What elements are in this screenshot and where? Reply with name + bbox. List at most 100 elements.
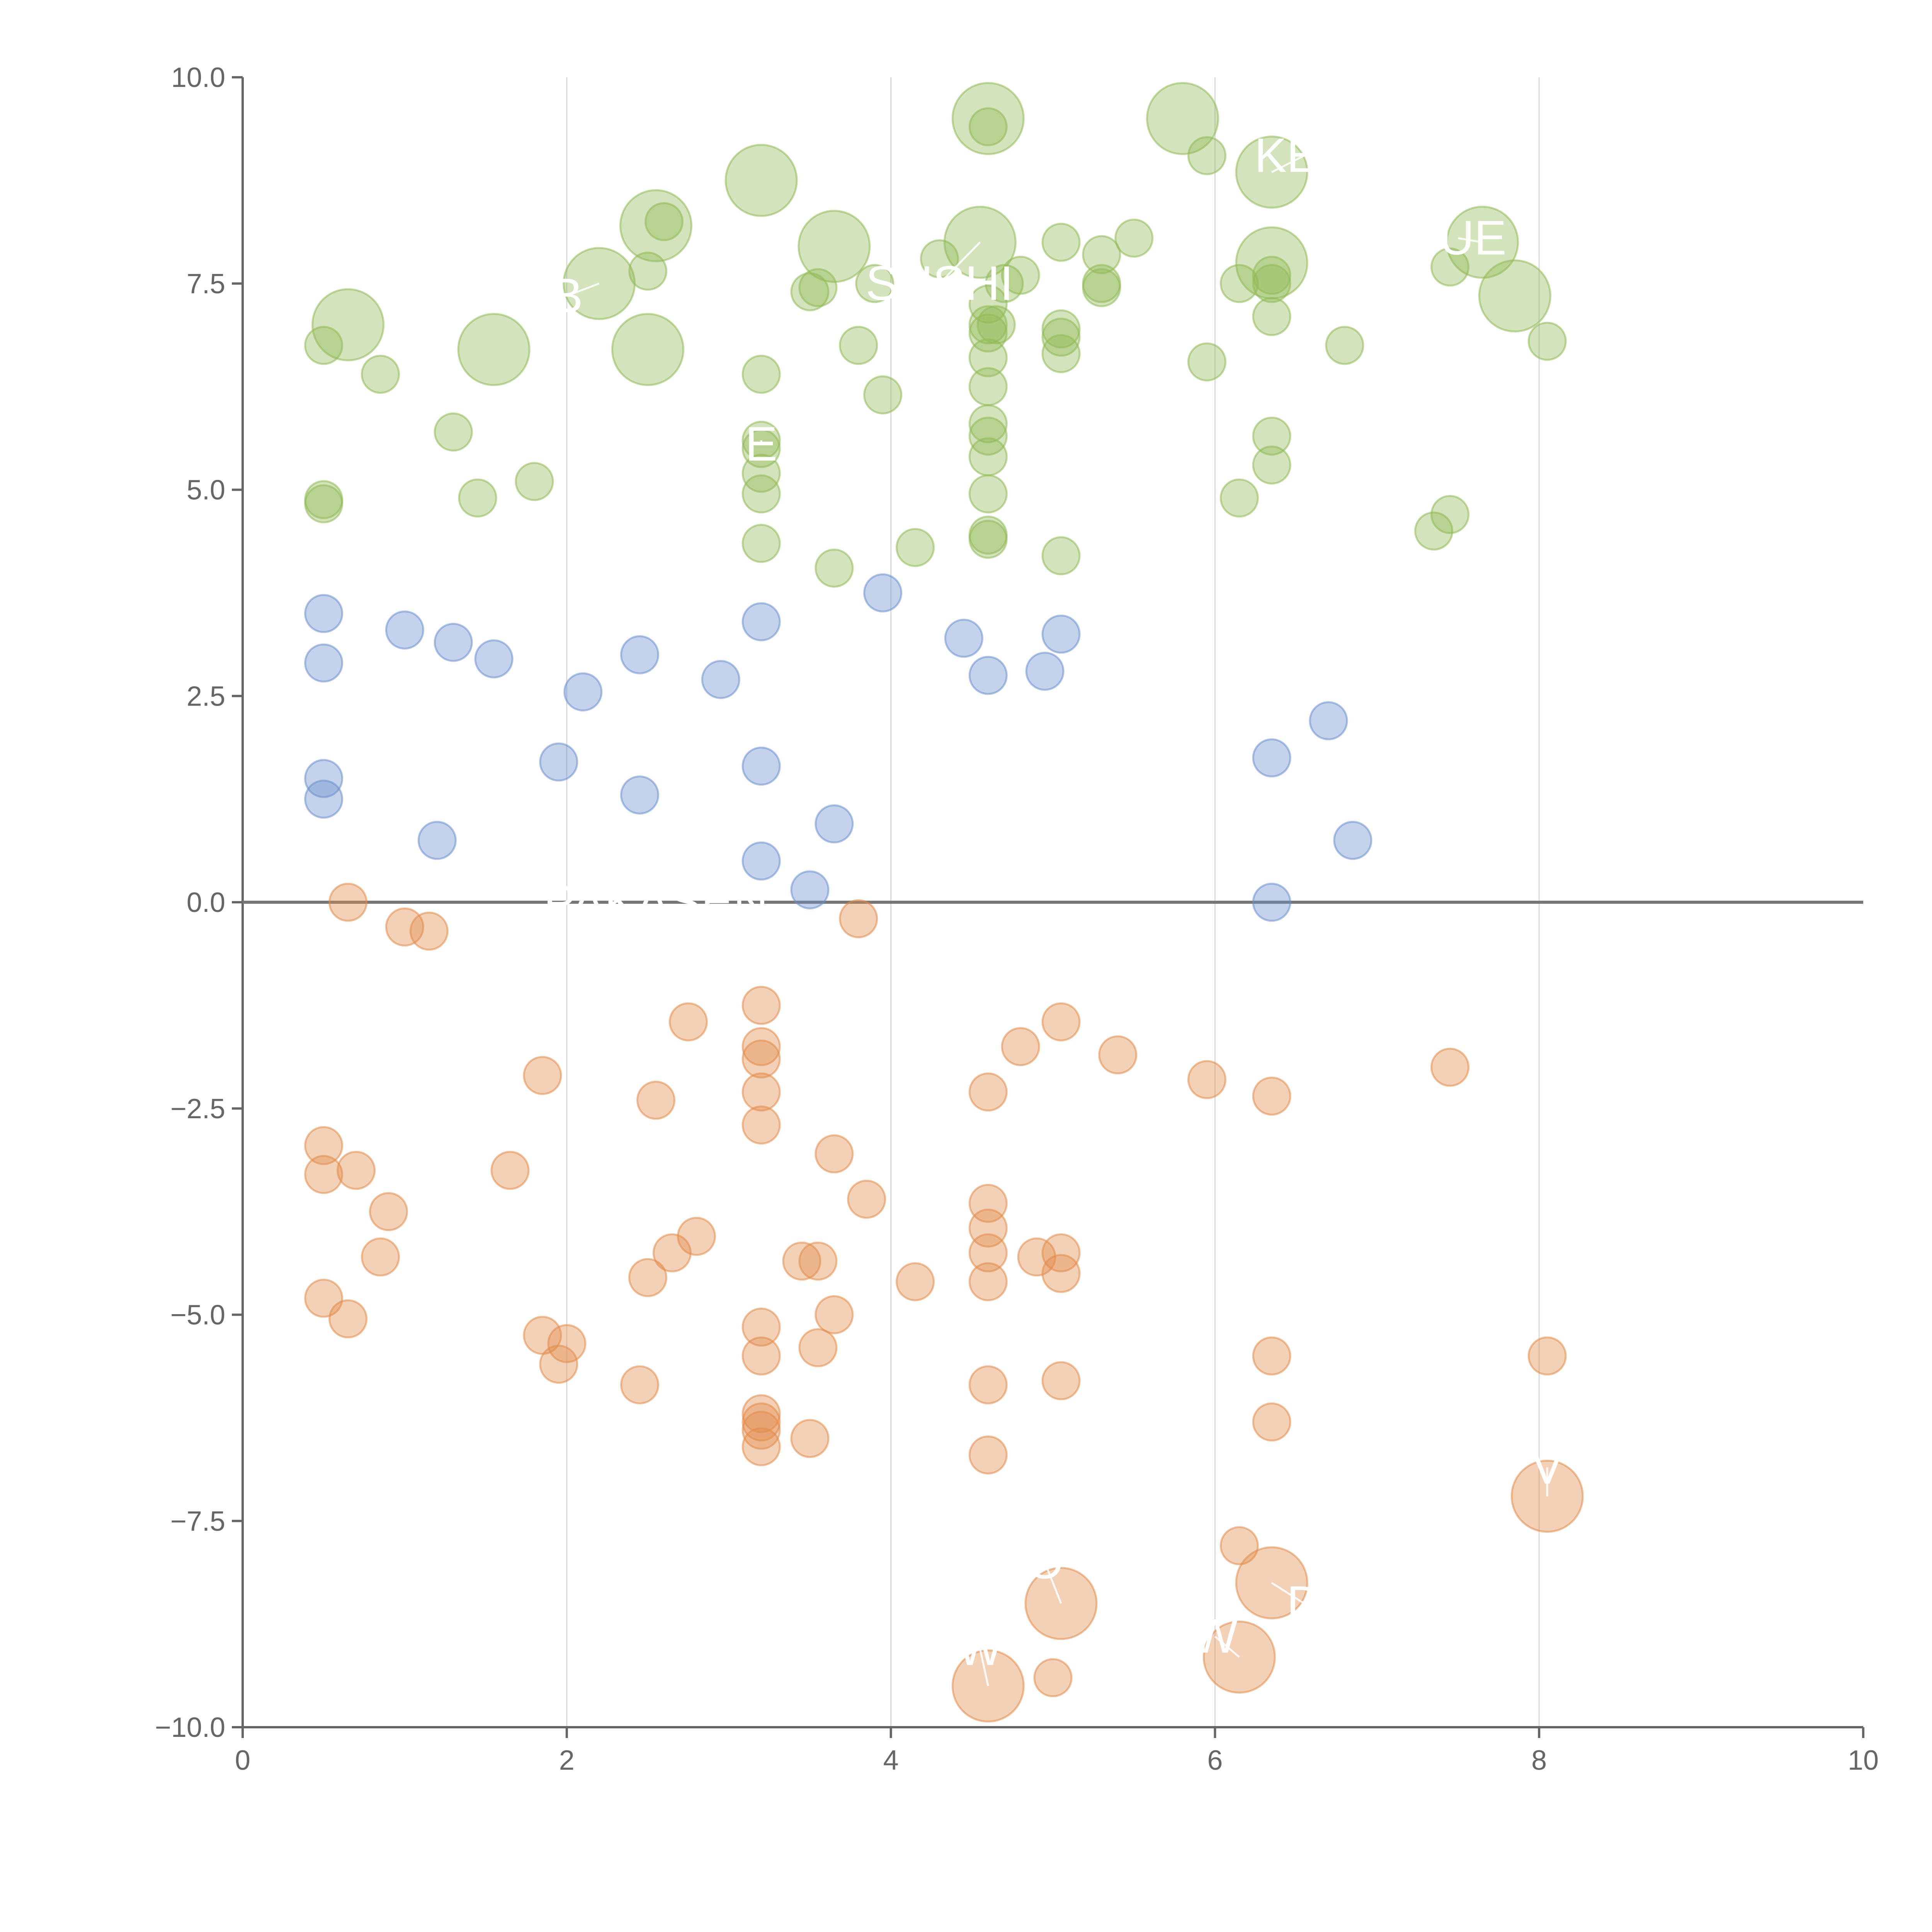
positive-bubble [515,462,554,501]
label-leader-line [1271,155,1305,173]
negative-bubble [742,1039,781,1079]
neutral-bubble [539,742,578,782]
positive-bubble [1219,478,1259,518]
negative-bubble [968,1233,1008,1272]
negative-bubble [1252,1077,1291,1116]
neutral-bubble [1309,701,1348,740]
bubble-label-text: FUE [1410,211,1507,265]
positive-bubble [968,107,1008,146]
negative-bubble [968,1365,1008,1405]
bubble-label-text: O [1026,1535,1063,1589]
y-tick-label: −2.5 [170,1094,225,1124]
positive-bubble [920,239,959,279]
y-tick-label: 5.0 [187,475,225,506]
negative-bubble [742,1308,781,1347]
positive-bubble [644,202,684,242]
positive-bubble [1041,536,1081,575]
neutral-bubble [385,610,424,650]
negative-bubble [782,1242,821,1281]
neutral-bubble [1252,738,1291,777]
label-leader-line [1271,1582,1305,1604]
negative-bubble [1187,1060,1226,1099]
neutral-bubble [304,759,344,798]
negative-bubble [1041,1002,1081,1042]
negative-bubble [1430,1048,1470,1087]
negative-bubble [896,1262,935,1301]
negative-bubble [790,1419,830,1458]
negative-bubble [385,907,424,947]
neutral-bubble [742,747,781,786]
negative-bubble [968,1262,1008,1301]
negative-bubble [798,1242,838,1281]
positive-bubble [968,305,1008,344]
positive-bubble [1252,264,1291,303]
positive-bubble [1252,417,1291,456]
positive-bubble [1041,334,1081,373]
positive-bubble [968,338,1008,378]
negative-bubble [1033,1658,1073,1697]
negative-bubble [1252,1336,1291,1376]
positive-bubble [951,82,1025,155]
positive-bubble [1187,342,1226,382]
negative-bubble [815,1295,854,1334]
positive-bubble [619,189,692,262]
negative-bubble [742,986,781,1025]
x-tick-label: 6 [1207,1745,1223,1776]
positive-bubble [968,520,1008,559]
positive-bubble [1041,223,1081,262]
positive-bubble [1252,297,1291,336]
neutral-bubble [417,821,457,860]
negative-bubble [1041,1233,1081,1272]
label-leader-line [939,242,981,284]
negative-bubble [847,1180,886,1219]
negative-bubble [815,1134,854,1173]
bubble-label-text: SUSHI [866,257,1013,310]
negative-bubble [742,1336,781,1376]
negative-bubble [409,912,449,951]
positive-bubble [1430,247,1470,287]
y-tick-label: −7.5 [170,1506,225,1537]
positive-bubble [1041,318,1081,357]
negative-bubble [1252,1402,1291,1442]
y-tick-label: 2.5 [187,681,225,712]
positive-bubble [798,210,871,283]
neutral-bubble [304,594,344,633]
negative-bubble [361,1237,400,1277]
bubble-label-text: D [1287,1577,1321,1630]
neutral-bubble [790,870,830,910]
negative-bubble [742,1410,781,1450]
negative-bubble [652,1233,692,1272]
neutral-bubble [1252,883,1291,922]
x-tick-label: 4 [883,1745,899,1776]
negative-bubble [304,1126,344,1165]
positive-bubble [458,478,497,518]
negative-bubble [968,1072,1008,1112]
positive-bubble [1219,264,1259,303]
negative-bubble [369,1192,408,1231]
negative-bubble [968,1435,1008,1475]
negative-bubble [677,1217,716,1256]
label-leader-line [1458,237,1483,243]
label-leader-line [566,282,600,297]
positive-bubble [311,288,385,361]
axes: 0 2 4 6 8 10 10.0 7.5 5.0 2.5 0.0 −2.5 −5.0 −7.5 −10.0 [155,62,1879,1776]
neutral-bubble [304,643,344,683]
negative-bubble [1001,1027,1040,1066]
positive-bubble [361,355,400,394]
negative-bubble [539,1345,578,1384]
neutral-bubble [815,804,854,844]
y-tick-label: 10.0 [171,62,225,93]
positive-bubble [1082,235,1121,274]
neutral-bubble [863,573,903,612]
negative-bubble [490,1151,530,1190]
positive-bubble [611,313,684,386]
x-tick-label: 0 [235,1745,250,1776]
positive-bubble [1325,326,1364,365]
negative-bubble [628,1258,667,1297]
positive-bubble [1252,255,1291,295]
positive-bubble [628,252,667,291]
neutral-bubble [944,619,983,658]
neutral-bubble [620,775,660,815]
positive-bubble [1082,268,1121,307]
